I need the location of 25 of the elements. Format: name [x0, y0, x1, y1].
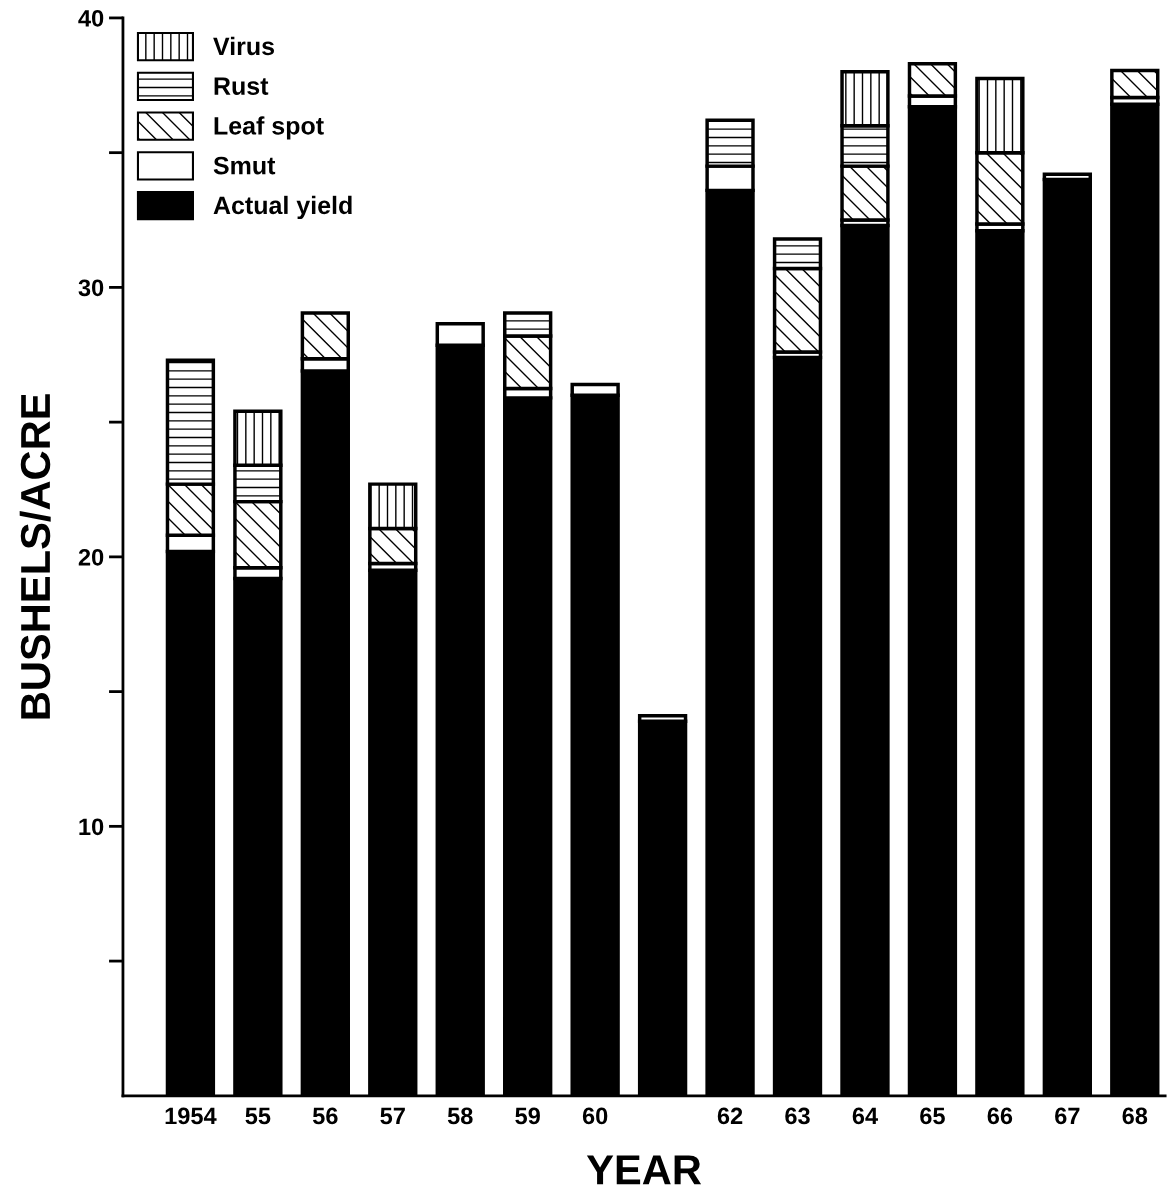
x-axis-title: YEAR	[586, 1155, 702, 1185]
legend-label: Virus	[213, 36, 275, 56]
x-tick-label: 62	[717, 1107, 743, 1125]
x-tick-label: 64	[852, 1107, 878, 1125]
x-tick-label: 60	[582, 1107, 608, 1125]
x-tick-label: 66	[987, 1107, 1013, 1125]
x-tick-label: 58	[447, 1107, 473, 1125]
x-tick-label: 55	[245, 1107, 271, 1125]
legend-label: Smut	[213, 156, 276, 175]
y-tick-label: 10	[79, 818, 104, 836]
x-tick-label: 67	[1055, 1107, 1080, 1125]
y-tick-label: 40	[78, 9, 104, 27]
legend-label: Rust	[214, 77, 269, 95]
legend-label: Actual yield	[213, 195, 352, 220]
x-tick-label: 56	[312, 1107, 338, 1125]
x-tick-label: 59	[515, 1107, 540, 1125]
legend-label: Leaf spot	[214, 116, 324, 140]
x-tick-label: 1954	[165, 1107, 217, 1125]
x-tick-label: 65	[920, 1107, 945, 1125]
x-tick-label: 63	[785, 1107, 810, 1125]
x-tick-label: 57	[380, 1107, 405, 1125]
x-tick-label: 68	[1122, 1107, 1148, 1125]
y-tick-label: 30	[78, 279, 104, 297]
y-axis-title: BUSHELS/ACRE	[19, 394, 51, 719]
y-tick-label: 20	[78, 548, 104, 566]
